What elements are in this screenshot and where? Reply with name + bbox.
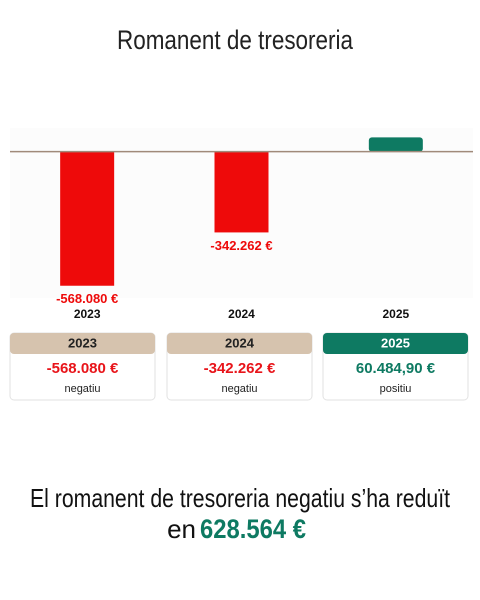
x-tick-label: 2023 xyxy=(74,307,101,321)
card-amount: -568.080 € xyxy=(47,360,119,377)
card-year: 2023 xyxy=(68,335,97,350)
value-label: -568.080 € xyxy=(56,291,118,306)
chart-title: Romanent de tresoreria xyxy=(117,25,354,55)
card-header xyxy=(323,333,468,354)
footer-amount: 628.564 € xyxy=(200,514,306,544)
x-tick-label: 2025 xyxy=(382,307,409,321)
card-header xyxy=(10,333,155,354)
card-status: negatiu xyxy=(221,383,257,395)
footer-line: en xyxy=(167,514,196,544)
footer-line: El romanent de tresoreria negatiu s’ha r… xyxy=(30,483,451,513)
card-year: 2025 xyxy=(381,335,410,350)
card-year: 2024 xyxy=(225,335,255,350)
card-amount: -342.262 € xyxy=(204,360,276,377)
bar xyxy=(368,137,423,152)
value-label: -342.262 € xyxy=(210,238,272,253)
card-header xyxy=(167,333,312,354)
bar xyxy=(214,151,269,233)
x-tick-label: 2024 xyxy=(228,307,255,321)
bar xyxy=(60,151,115,286)
card-status: negatiu xyxy=(64,383,100,395)
card-amount: 60.484,90 € xyxy=(356,360,436,377)
card-status: positiu xyxy=(380,383,412,395)
